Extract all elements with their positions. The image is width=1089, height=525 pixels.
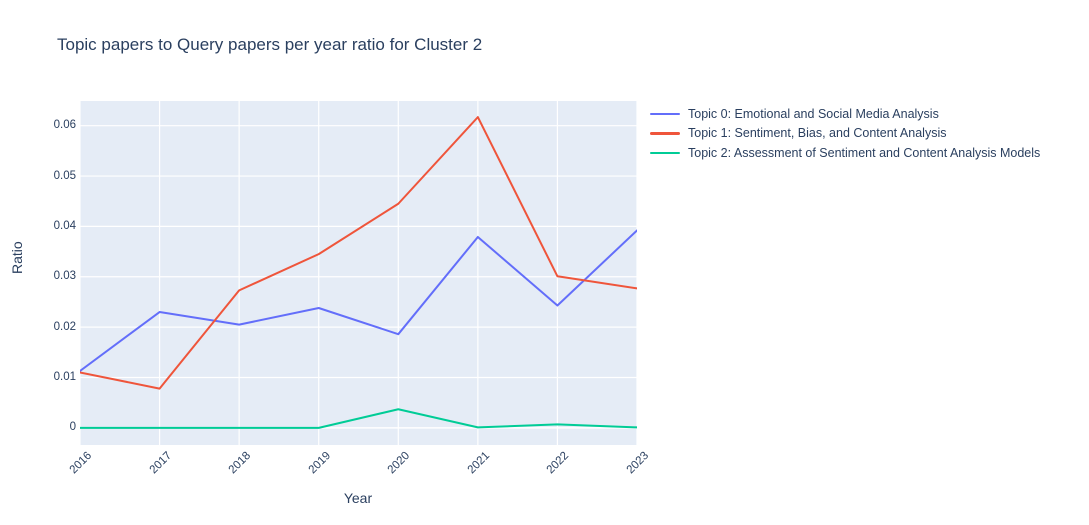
chart-title: Topic papers to Query papers per year ra… bbox=[57, 35, 483, 54]
legend-item-topic-1[interactable]: Topic 1: Sentiment, Bias, and Content An… bbox=[650, 124, 1040, 144]
series-line-topic-2[interactable] bbox=[80, 408, 637, 429]
legend-line-swatch bbox=[650, 151, 680, 154]
y-tick-label: 0.05 bbox=[53, 169, 76, 182]
y-tick-label: 0.06 bbox=[53, 119, 76, 132]
plot-area[interactable] bbox=[80, 101, 637, 445]
x-tick-label: 2023 bbox=[624, 449, 652, 477]
x-tick-label: 2022 bbox=[545, 449, 572, 477]
legend-item-label: Topic 2: Assessment of Sentiment and Con… bbox=[688, 145, 1041, 160]
gridlines bbox=[80, 101, 637, 445]
y-tick-label: 0.04 bbox=[53, 219, 76, 232]
y-tick-label: 0 bbox=[69, 421, 76, 434]
y-tick-label: 0.03 bbox=[53, 270, 76, 283]
y-tick-label: 0.02 bbox=[53, 320, 76, 333]
x-tick-label: 2017 bbox=[147, 449, 174, 477]
x-axis-title: Year bbox=[343, 490, 373, 506]
plot-canvas[interactable] bbox=[80, 101, 637, 445]
legend-line-swatch bbox=[650, 112, 680, 115]
legend-item-topic-0[interactable]: Topic 0: Emotional and Social Media Anal… bbox=[650, 104, 1040, 124]
series-line-topic-1[interactable] bbox=[80, 116, 637, 390]
legend-line-swatch bbox=[650, 132, 680, 135]
legend-item-label: Topic 1: Sentiment, Bias, and Content An… bbox=[688, 126, 947, 141]
y-axis-title: Ratio bbox=[9, 241, 25, 274]
x-tick-label: 2016 bbox=[67, 449, 95, 477]
legend-item-label: Topic 0: Emotional and Social Media Anal… bbox=[688, 106, 939, 121]
legend-item-topic-2[interactable]: Topic 2: Assessment of Sentiment and Con… bbox=[650, 143, 1040, 163]
legend: Topic 0: Emotional and Social Media Anal… bbox=[650, 104, 1040, 163]
series-line-topic-0[interactable] bbox=[80, 229, 637, 372]
y-tick-label: 0.01 bbox=[53, 371, 76, 383]
